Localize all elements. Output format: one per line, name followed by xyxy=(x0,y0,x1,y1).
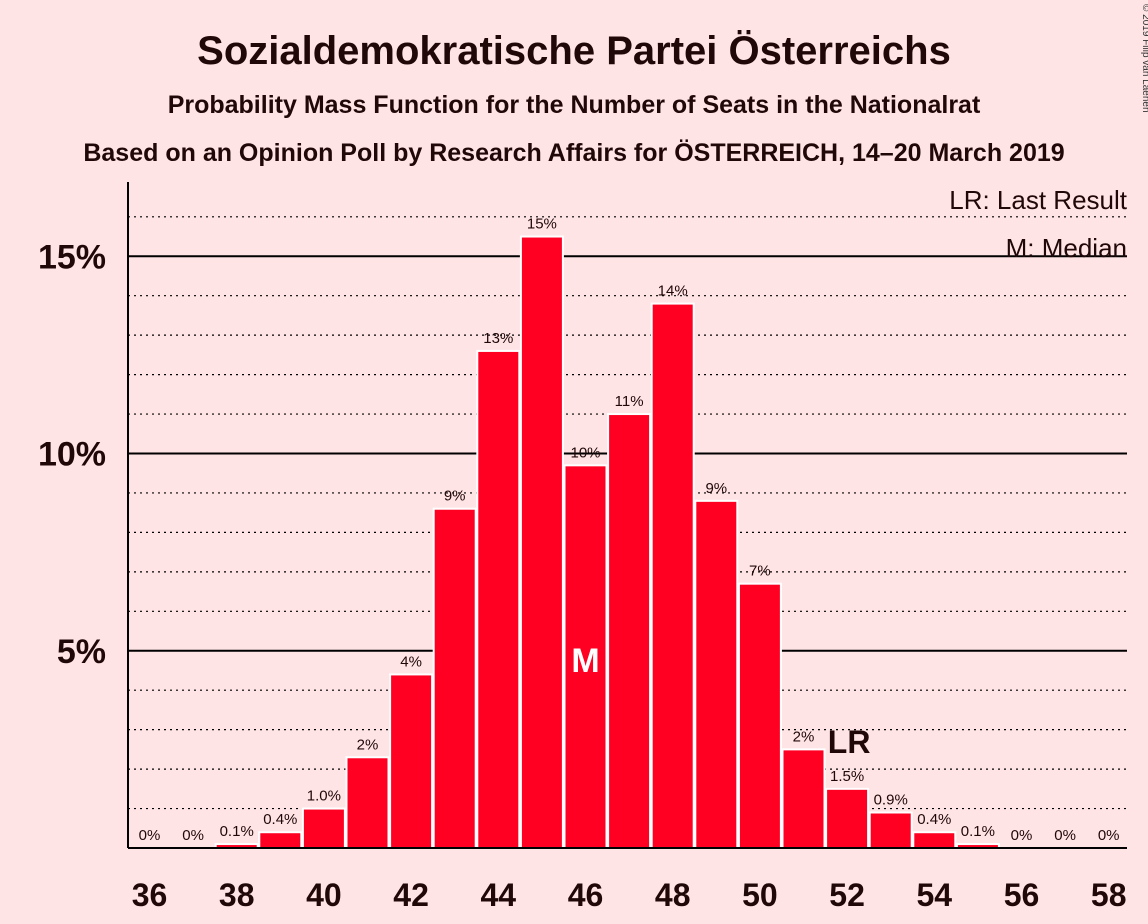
bar-seat-41 xyxy=(345,756,390,850)
x-tick-label: 52 xyxy=(829,877,865,913)
bar-seat-53 xyxy=(868,811,913,849)
y-tick-label: 5% xyxy=(57,633,106,671)
bar-seat-50 xyxy=(737,582,782,849)
data-label-seat-48: 14% xyxy=(658,283,688,300)
data-label-seat-40: 1.0% xyxy=(307,788,341,805)
bars-group xyxy=(214,235,1000,850)
y-tick-label: 15% xyxy=(38,238,106,276)
bar-seat-48 xyxy=(650,302,695,849)
x-tick-label: 54 xyxy=(917,877,953,913)
data-label-seat-42: 4% xyxy=(400,653,422,670)
bar-seat-52 xyxy=(825,787,870,850)
data-label-seat-45: 15% xyxy=(527,216,557,233)
data-label-seat-57: 0% xyxy=(1054,827,1076,844)
bar-seat-39 xyxy=(258,831,303,849)
x-tick-label: 44 xyxy=(481,877,517,913)
bar-seat-43 xyxy=(432,507,477,849)
x-tick-label: 46 xyxy=(568,877,604,913)
chart-subtitle: Probability Mass Function for the Number… xyxy=(168,91,981,119)
bar-seat-42 xyxy=(389,673,434,849)
data-label-seat-44: 13% xyxy=(483,330,513,347)
bar-seat-51 xyxy=(781,748,826,849)
last-result-marker: LR xyxy=(828,724,871,760)
data-label-seat-51: 2% xyxy=(793,728,815,745)
data-label-seat-49: 9% xyxy=(705,480,727,497)
data-label-seat-41: 2% xyxy=(357,736,379,753)
data-label-seat-56: 0% xyxy=(1011,827,1033,844)
data-label-seat-37: 0% xyxy=(182,827,204,844)
data-label-seat-50: 7% xyxy=(749,563,771,580)
data-labels-group: 0% 0% 0.1% 0.4% 1.0% 2% 4% 9% 13% 15% 10% 11% 14% 9% 7… xyxy=(139,216,1120,844)
x-tick-label: 50 xyxy=(742,877,778,913)
data-label-seat-52: 1.5% xyxy=(830,768,864,785)
bar-seat-54 xyxy=(912,831,957,849)
legend-median: M: Median xyxy=(1006,233,1127,263)
data-label-seat-38: 0.1% xyxy=(220,823,254,840)
bar-seat-40 xyxy=(301,807,346,849)
legend-last-result: LR: Last Result xyxy=(949,185,1128,215)
x-tick-label: 58 xyxy=(1091,877,1127,913)
x-tick-label: 36 xyxy=(132,877,168,913)
data-label-seat-36: 0% xyxy=(139,827,161,844)
axes-group xyxy=(127,182,1127,849)
x-tick-label: 38 xyxy=(219,877,255,913)
data-label-seat-47: 11% xyxy=(615,393,644,410)
data-label-seat-58: 0% xyxy=(1098,827,1120,844)
data-label-seat-54: 0.4% xyxy=(917,811,951,828)
x-tick-labels: 36 38 40 42 44 46 48 50 52 54 56 58 xyxy=(132,877,1127,913)
data-label-seat-55: 0.1% xyxy=(961,823,995,840)
x-tick-label: 48 xyxy=(655,877,691,913)
chart-title: Sozialdemokratische Partei Österreichs xyxy=(197,28,951,73)
chart-subtitle-poll: Based on an Opinion Poll by Research Aff… xyxy=(83,138,1064,167)
x-tick-label: 56 xyxy=(1004,877,1040,913)
bar-seat-45 xyxy=(519,235,564,849)
y-tick-labels: 5% 10% 15% xyxy=(38,238,106,671)
bar-seat-49 xyxy=(694,499,739,849)
bar-seat-47 xyxy=(607,413,652,849)
data-label-seat-39: 0.4% xyxy=(263,811,297,828)
x-tick-label: 40 xyxy=(306,877,342,913)
data-label-seat-46: 10% xyxy=(570,444,600,461)
x-tick-label: 42 xyxy=(393,877,429,913)
copyright-notice: © 2019 Filip van Laenen xyxy=(1140,4,1148,113)
median-marker: M xyxy=(571,642,599,680)
y-tick-label: 10% xyxy=(38,436,106,474)
data-label-seat-43: 9% xyxy=(444,488,466,505)
bar-seat-46 xyxy=(563,464,608,849)
data-label-seat-53: 0.9% xyxy=(874,791,908,808)
bar-seat-44 xyxy=(476,349,521,849)
